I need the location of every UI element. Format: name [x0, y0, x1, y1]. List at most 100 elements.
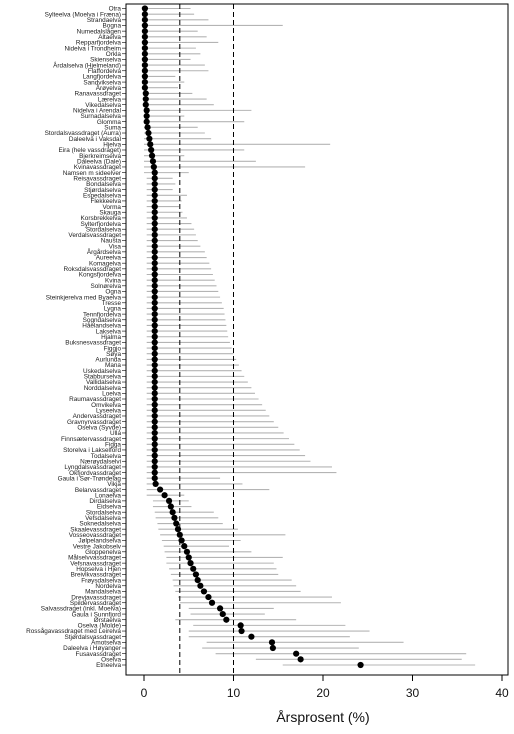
- value-point: [141, 39, 148, 46]
- value-point: [205, 593, 212, 601]
- river-label: Vikedalselva: [85, 102, 121, 109]
- value-point: [223, 616, 230, 623]
- value-point: [142, 90, 149, 97]
- x-tick-label: 40: [495, 686, 509, 700]
- value-point: [150, 163, 157, 171]
- value-point: [167, 503, 174, 510]
- river-label: Altaelva: [98, 34, 121, 41]
- river-label: Årøyelva: [96, 83, 122, 92]
- value-point: [219, 610, 226, 618]
- value-point: [141, 84, 148, 91]
- river-label: Aurlunda: [95, 357, 121, 364]
- value-point: [269, 644, 276, 652]
- value-point: [357, 661, 364, 669]
- value-point: [151, 373, 158, 380]
- value-point: [151, 231, 158, 238]
- x-axis-title: Årsprosent (%): [276, 709, 369, 725]
- value-point: [143, 118, 150, 125]
- x-tick-label: 0: [141, 686, 148, 700]
- range-lines: [144, 7, 476, 666]
- value-point: [141, 33, 148, 40]
- value-point: [197, 582, 204, 589]
- value-point: [151, 254, 158, 261]
- value-point: [200, 588, 208, 595]
- river-label: Vorma: [103, 204, 122, 211]
- river-label: Fusavassdraget: [76, 651, 122, 658]
- river-label: Frøysdalselva: [81, 577, 121, 584]
- value-point: [151, 226, 158, 233]
- river-label: Espedalselva: [83, 192, 121, 199]
- value-point: [151, 378, 158, 386]
- river-label: Lyseelva: [96, 408, 121, 415]
- value-point: [151, 407, 158, 414]
- river-label: Rossågavassdraget med Leirelva: [26, 627, 121, 635]
- value-point: [181, 543, 188, 550]
- value-point: [190, 565, 197, 572]
- river-label: Andervassdraget: [73, 413, 122, 420]
- river-label: Gaula i Sør-Trøndelag: [58, 475, 122, 482]
- river-label: Daleelva i Høyanger: [63, 645, 122, 652]
- value-point: [141, 28, 148, 35]
- value-point: [173, 520, 180, 527]
- river-label: Suma: [104, 125, 121, 132]
- river-label: Finnsætervassdraget: [61, 436, 121, 443]
- value-point: [151, 316, 158, 323]
- river-label: Stordalselva: [86, 509, 122, 516]
- river-label: Spildervassdraget: [70, 600, 121, 607]
- value-point: [151, 277, 158, 284]
- river-label: Lonaelva: [95, 492, 121, 499]
- value-point: [238, 627, 245, 635]
- river-label: Nidelva i Arendal: [73, 108, 121, 115]
- river-label: Stabburselva: [84, 374, 122, 381]
- value-point: [149, 158, 157, 165]
- river-label: Nidelva i Trondheim: [65, 45, 121, 52]
- value-point: [151, 446, 158, 454]
- river-label: Hjalma: [101, 334, 121, 341]
- value-point: [148, 146, 155, 154]
- river-label: Dirdalselva: [89, 498, 121, 505]
- river-label: Bogna: [103, 23, 122, 30]
- river-label: Vefsdalselva: [85, 515, 121, 522]
- value-point: [141, 56, 148, 63]
- river-label: Strandaelva: [87, 17, 122, 24]
- river-label: Hopselva i Hjen: [76, 566, 121, 573]
- river-label: Okfjordvassdraget: [69, 470, 121, 477]
- river-label: Vallidalselva: [86, 379, 121, 386]
- value-point: [141, 78, 148, 86]
- value-point: [141, 5, 148, 12]
- river-label: Stordalselva: [86, 226, 122, 233]
- value-point: [141, 61, 148, 69]
- river-label: Gaula i Sunnfjord: [72, 611, 122, 618]
- value-point: [151, 186, 158, 193]
- river-label: Daleelva (Dale): [77, 159, 121, 166]
- river-label: Soknedalselva: [79, 521, 121, 528]
- value-point: [151, 220, 158, 227]
- value-point: [151, 350, 158, 357]
- value-point: [151, 214, 158, 222]
- river-label: Hjelva: [103, 142, 121, 149]
- x-axis: 0 10 20 30 40: [141, 675, 509, 700]
- x-tick-label: 10: [227, 686, 241, 700]
- river-label: Flaffordelva: [88, 68, 122, 75]
- river-label: Omvikelva: [91, 402, 121, 409]
- river-label: Åmotselva: [91, 638, 121, 647]
- river-label: Loelva: [102, 391, 121, 398]
- river-label: Steinkjerelva med Byaelva: [46, 294, 122, 301]
- value-point: [151, 395, 158, 403]
- river-label: Årgårdselva: [87, 247, 122, 256]
- river-label: Drevjavassdraget: [71, 594, 121, 601]
- river-label: Otra: [109, 6, 122, 13]
- river-label: Orkla: [106, 51, 122, 58]
- river-label: Årdalselva (Hjelmeland): [53, 60, 121, 69]
- river-label: Bjerkreimselva: [79, 153, 121, 160]
- river-label: Skaalevassdraget: [70, 526, 121, 533]
- value-point: [151, 361, 158, 369]
- value-point: [297, 656, 304, 663]
- river-label: Daleelva i Vaksdal: [69, 136, 121, 143]
- value-point: [151, 356, 158, 363]
- value-point: [143, 112, 150, 120]
- value-point: [151, 418, 158, 425]
- value-point: [151, 265, 158, 272]
- value-point: [141, 16, 148, 23]
